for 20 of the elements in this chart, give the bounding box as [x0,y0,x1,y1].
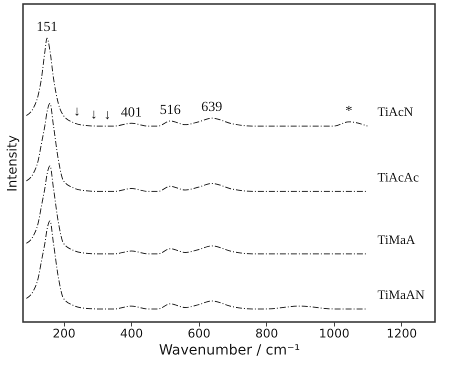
annotation: 516 [160,102,181,118]
annotation: 401 [120,105,142,120]
x-tick-label: 1000 [318,326,350,340]
y-axis-title: Intensity [6,134,20,192]
annotation: ↓ [74,104,81,120]
series-label: TiMaA [377,232,416,247]
x-axis-title: Wavenumber / cm⁻¹ [158,342,300,358]
x-tick-label: 600 [188,326,211,340]
x-tick-label: 1200 [386,326,418,340]
annotation: * [345,104,352,119]
series-label: TiMaAN [377,286,426,302]
x-tick-label: 800 [255,326,278,340]
annotation: 151 [36,20,58,36]
series-label: TiAcAc [377,169,420,184]
annotation: 639 [201,100,222,116]
x-tick-label: 200 [52,326,76,340]
annotation: ↓ [104,108,111,124]
annotation: ↓ [90,108,98,123]
series-label: TiAcN [377,104,414,120]
x-tick-label: 400 [120,326,144,340]
